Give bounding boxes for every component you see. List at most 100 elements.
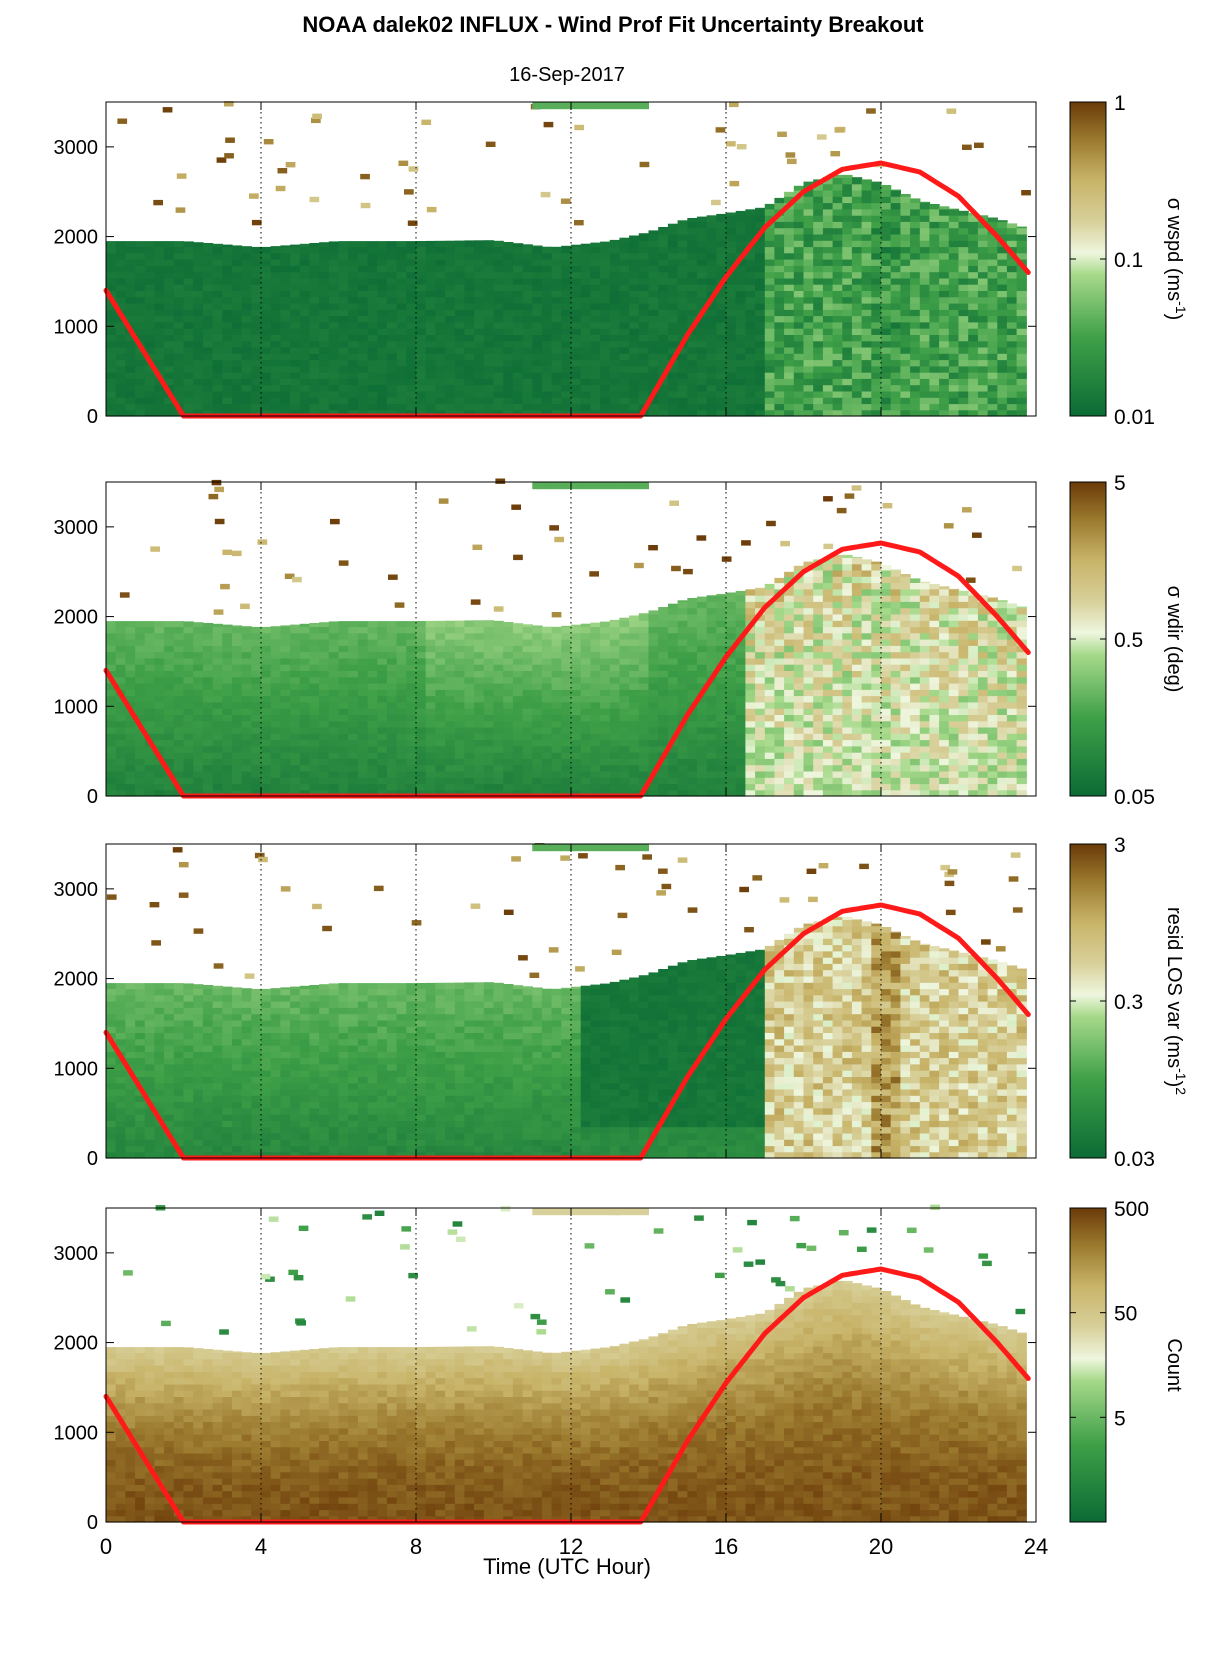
heatmap-cell	[115, 657, 126, 665]
sparse-cell	[312, 113, 322, 119]
heatmap-cell	[600, 770, 611, 778]
heatmap-cell	[474, 328, 485, 335]
heatmap-cell	[512, 664, 524, 671]
heatmap-cell	[367, 639, 378, 646]
heatmap-cell	[842, 384, 853, 392]
heatmap-cell	[241, 246, 252, 254]
heatmap-cell	[309, 664, 320, 671]
heatmap-cell	[173, 689, 185, 697]
heatmap-cell	[580, 328, 591, 335]
heatmap-cell	[677, 639, 688, 646]
heatmap-cell	[580, 752, 591, 759]
heatmap-cell	[425, 271, 436, 279]
heatmap-cell	[987, 290, 998, 298]
heatmap-cell	[619, 745, 630, 753]
heatmap-cell	[125, 296, 136, 304]
heatmap-cell	[202, 403, 214, 411]
heatmap-cell	[483, 390, 495, 398]
heatmap-cell	[261, 770, 272, 778]
heatmap-cell	[648, 683, 659, 690]
heatmap-cell	[541, 315, 553, 323]
heatmap-cell	[687, 657, 698, 665]
heatmap-cell	[600, 695, 611, 703]
heatmap-cell	[948, 397, 960, 405]
heatmap-cell	[735, 758, 746, 766]
heatmap-cell	[745, 390, 756, 398]
heatmap-cell	[958, 409, 969, 417]
heatmap-cell	[541, 403, 553, 411]
heatmap-cell	[745, 277, 756, 285]
heatmap-cell	[290, 244, 301, 248]
heatmap-cell	[309, 758, 320, 766]
heatmap-cell	[997, 296, 1008, 304]
heatmap-cell	[202, 733, 214, 741]
heatmap-cell	[454, 670, 466, 678]
heatmap-cell	[406, 340, 417, 348]
heatmap-cell	[503, 296, 514, 304]
heatmap-cell	[386, 770, 398, 778]
heatmap-cell	[609, 683, 621, 690]
heatmap-cell	[735, 334, 746, 342]
heatmap-cell	[881, 240, 892, 248]
heatmap-cell	[396, 241, 407, 248]
heatmap-cell	[580, 372, 591, 379]
heatmap-cell	[328, 645, 340, 653]
heatmap-cell	[251, 246, 262, 254]
heatmap-cell	[241, 315, 252, 323]
heatmap-cell	[464, 676, 475, 684]
heatmap-cell	[851, 208, 863, 216]
heatmap-cell	[406, 384, 417, 392]
heatmap-cell	[231, 346, 243, 354]
heatmap-cell	[425, 265, 436, 273]
heatmap-cell	[667, 657, 679, 665]
heatmap-cell	[948, 290, 960, 298]
heatmap-cell	[726, 752, 737, 759]
heatmap-cell	[115, 409, 126, 417]
heatmap-cell	[231, 271, 243, 279]
heatmap-cell	[561, 701, 572, 709]
heatmap-cell	[832, 390, 843, 398]
heatmap-cell	[280, 409, 291, 417]
heatmap-cell	[183, 346, 194, 354]
heatmap-cell	[755, 353, 766, 361]
heatmap-cell	[881, 378, 892, 386]
heatmap-cell	[435, 733, 446, 741]
heatmap-cell	[474, 752, 485, 759]
heatmap-cell	[648, 309, 659, 317]
heatmap-cell	[561, 315, 572, 323]
heatmap-cell	[541, 720, 553, 728]
heatmap-cell	[745, 589, 756, 596]
heatmap-cell	[367, 277, 378, 285]
heatmap-cell	[716, 403, 727, 411]
heatmap-cell	[512, 265, 524, 273]
heatmap-cell	[755, 372, 766, 379]
heatmap-cell	[638, 340, 650, 348]
heatmap-cell	[968, 221, 979, 229]
heatmap-cell	[764, 726, 776, 734]
heatmap-cell	[648, 789, 659, 797]
heatmap-cell	[357, 683, 369, 690]
heatmap-cell	[929, 334, 940, 342]
heatmap-cell	[822, 189, 834, 197]
heatmap-cell	[377, 708, 388, 715]
heatmap-cell	[619, 353, 630, 361]
heatmap-cell	[445, 789, 456, 797]
heatmap-cell	[726, 409, 737, 417]
heatmap-cell	[135, 639, 146, 646]
heatmap-cell	[251, 651, 262, 659]
heatmap-cell	[580, 315, 591, 323]
heatmap-cell	[726, 315, 737, 323]
heatmap-cell	[212, 409, 223, 417]
heatmap-cell	[135, 645, 146, 653]
heatmap-cell	[135, 390, 146, 398]
heatmap-cell	[881, 372, 892, 379]
heatmap-cell	[115, 645, 126, 653]
heatmap-cell	[483, 252, 495, 260]
heatmap-cell	[328, 340, 340, 348]
heatmap-cell	[202, 739, 214, 747]
heatmap-cell	[493, 252, 504, 260]
heatmap-cell	[367, 290, 378, 298]
heatmap-cell	[813, 221, 824, 229]
heatmap-cell	[222, 758, 233, 766]
heatmap-cell	[648, 632, 659, 640]
